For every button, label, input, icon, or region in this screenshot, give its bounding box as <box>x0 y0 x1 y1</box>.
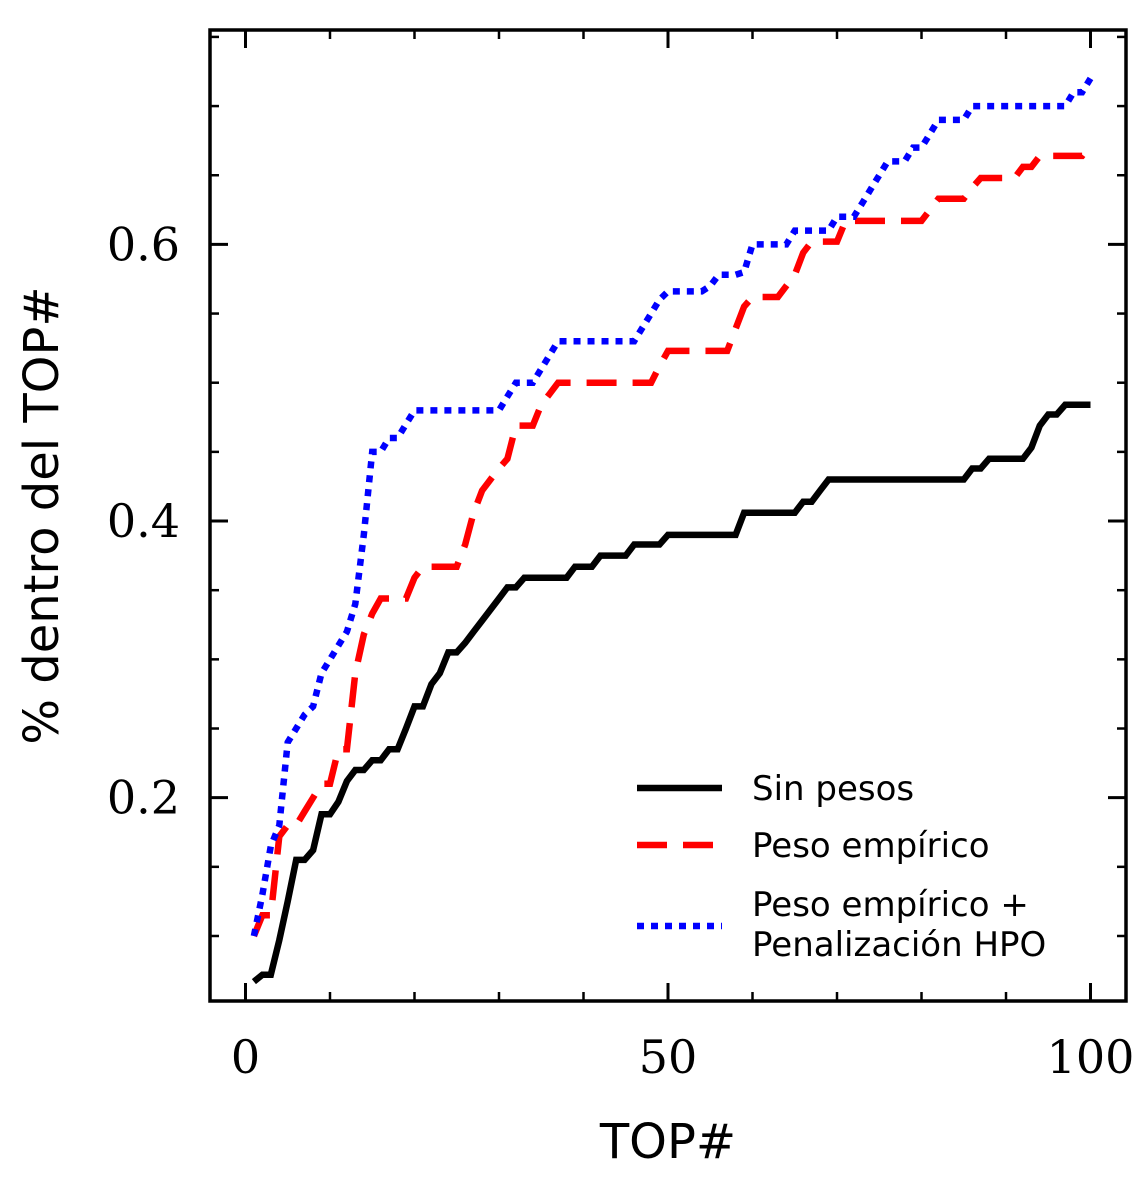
x-axis-label: TOP# <box>599 1114 736 1170</box>
legend-label-1: Sin pesos <box>752 769 914 809</box>
y-axis-label: % dentro del TOP# <box>14 286 70 744</box>
y-tick-label: 0.2 <box>107 771 180 825</box>
plot-marks <box>250 76 1094 985</box>
x-tick-label: 100 <box>1047 1030 1135 1084</box>
x-tick-label: 0 <box>231 1030 260 1084</box>
y-tick-label: 0.4 <box>107 494 180 548</box>
legend-label-3-line-1: Peso empírico + <box>752 885 1029 925</box>
series-line-1 <box>251 401 1091 985</box>
legend-label-2: Peso empírico <box>752 826 990 866</box>
legend: Sin pesos Peso empírico Peso empírico +Pen… <box>637 769 1046 965</box>
series-line-2 <box>250 142 1094 938</box>
series-line-3 <box>250 76 1094 937</box>
axis-ticks: 0 50 100 0.2 0.4 0.6 <box>107 30 1135 1084</box>
x-tick-label: 50 <box>639 1030 698 1084</box>
legend-label-3-line-2: Penalización HPO <box>752 925 1046 965</box>
y-tick-label: 0.6 <box>107 217 180 271</box>
